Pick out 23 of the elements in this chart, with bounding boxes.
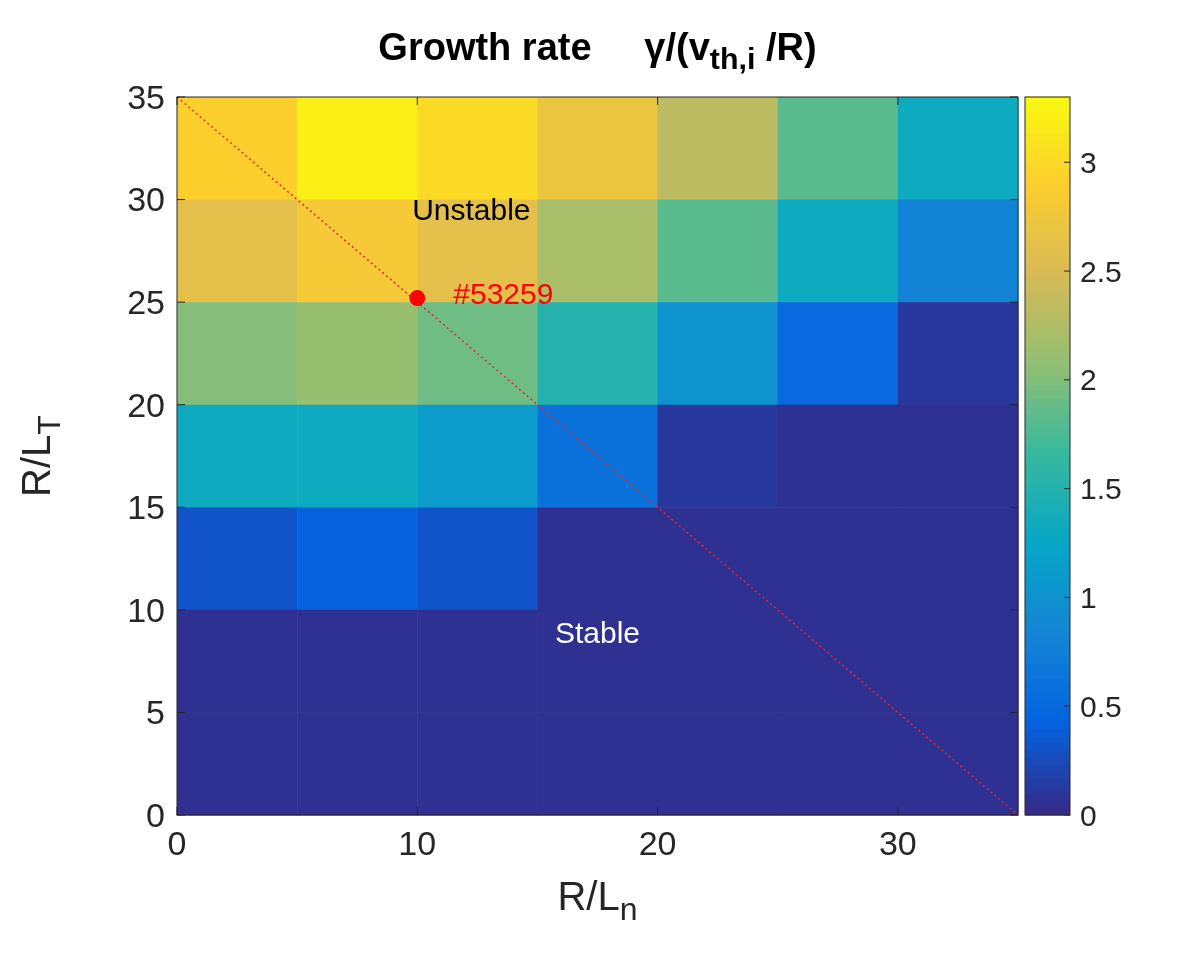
x-tick-label: 10 (398, 824, 437, 862)
x-tick-label: 20 (638, 824, 677, 862)
color-bar-label: 0.5 (1080, 689, 1122, 723)
color-bar-label: 2 (1080, 363, 1097, 397)
color-bar-label: 1 (1080, 580, 1097, 614)
annotation: Unstable (412, 192, 531, 226)
x-axis-title: R/L$_{n}$ (557, 874, 638, 927)
color-bar-label: 0 (1080, 798, 1097, 832)
y-tick-label: 5 (146, 693, 165, 732)
y-tick-label: 25 (127, 283, 165, 322)
annotation: Stable (554, 616, 641, 650)
y-tick-label: 35 (127, 77, 165, 116)
chart-title: Growth rate γ/(v$_{th,i}$ /R) (378, 26, 817, 75)
color-bar-label: 1.5 (1080, 472, 1122, 506)
y-tick-label: 0 (146, 795, 165, 834)
series-label: #53259 (453, 277, 554, 311)
y-tick-label: 15 (127, 488, 165, 527)
x-tick-label: 30 (878, 824, 917, 862)
y-tick-label: 10 (127, 590, 165, 629)
y-tick-label: 30 (127, 180, 165, 219)
color-bar-label: 2.5 (1080, 254, 1122, 288)
y-tick-label: 20 (127, 385, 165, 424)
color-bar-label: 3 (1080, 145, 1097, 179)
